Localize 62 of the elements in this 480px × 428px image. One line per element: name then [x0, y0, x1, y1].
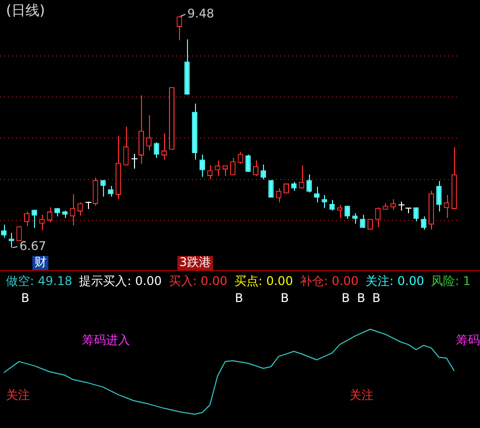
text: 风险: 1: [431, 274, 471, 288]
candlestick: [207, 164, 213, 180]
candlestick: [214, 160, 220, 177]
text: 3跌港: [179, 255, 212, 270]
candlestick: [314, 186, 320, 203]
candlestick: [444, 194, 450, 219]
candlestick: [260, 164, 266, 180]
candlestick: [131, 153, 138, 170]
candlestick: [268, 180, 274, 198]
candlestick: [276, 188, 282, 203]
candlestick: [436, 180, 442, 212]
candlestick: [138, 94, 144, 164]
annotation: 筹码: [456, 333, 480, 348]
candlestick: [39, 214, 45, 231]
candlestick: [390, 198, 396, 210]
text: 财: [34, 255, 46, 270]
candlestick: [161, 132, 167, 160]
text: B: [342, 291, 350, 306]
candlestick: [200, 154, 206, 178]
text: B: [372, 291, 380, 306]
text: 关注: 0.00: [366, 274, 424, 288]
text: 补仓: 0.00: [300, 274, 359, 288]
candlestick: [344, 205, 350, 220]
candlestick: [398, 201, 405, 212]
candlestick: [123, 126, 129, 166]
candlestick: [230, 157, 236, 176]
candlestick: [146, 114, 152, 152]
candlestick: [306, 174, 312, 194]
candlestick: [70, 194, 76, 226]
candlestick: [1, 224, 7, 238]
candlestick: [405, 208, 412, 214]
candlestick: [245, 154, 251, 172]
annotation: 关注: [6, 388, 30, 402]
annotation: 6.67: [19, 238, 46, 253]
chart-title: (日线): [6, 2, 45, 20]
annotation: 关注: [349, 388, 374, 402]
candlestick: [291, 181, 297, 192]
candlestick: [8, 232, 14, 248]
candlestick: [108, 185, 114, 198]
text: 做空: 49.18: [6, 274, 72, 288]
text: B: [280, 291, 289, 306]
annotation: 9.48: [187, 6, 214, 20]
candlestick: [375, 206, 381, 228]
text: 买点: 0.00: [234, 274, 293, 288]
candlestick: [100, 180, 106, 198]
candlestick: [413, 206, 419, 222]
text: B: [234, 291, 244, 306]
candlestick: [322, 194, 328, 209]
candlestick: [176, 16, 182, 41]
text: 买入: 0.00: [168, 274, 228, 288]
annotation: 筹码进入: [82, 333, 130, 348]
candlestick: [298, 164, 304, 189]
candlestick: [420, 216, 426, 230]
candlestick: [329, 199, 335, 212]
candlestick: [154, 142, 160, 158]
text: B: [356, 291, 366, 306]
candlestick: [92, 177, 98, 206]
candlestick: [352, 212, 358, 224]
candlestick: [360, 214, 366, 228]
candlestick: [32, 209, 38, 228]
text: B: [21, 291, 30, 306]
text: 提示买入: 0.00: [79, 274, 162, 288]
